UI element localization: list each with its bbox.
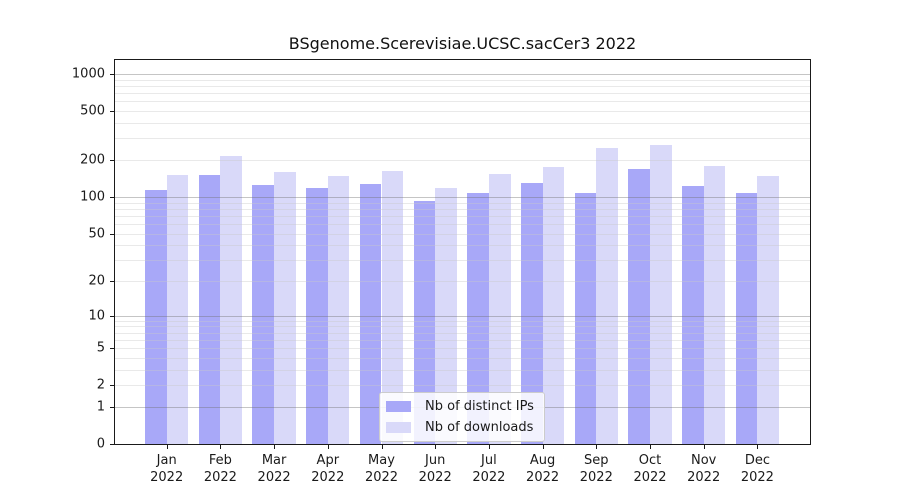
bar-distinct-ips [413, 200, 436, 444]
y-axis-tick [110, 196, 114, 198]
x-axis-tick [488, 445, 490, 449]
y-axis-tick [110, 406, 114, 408]
x-tick-label: Jul 2022 [472, 453, 506, 485]
y-axis-tick [110, 160, 114, 161]
minor-gridline [115, 101, 810, 103]
bar-downloads [542, 166, 565, 444]
x-axis-tick [596, 445, 598, 449]
x-axis-tick [166, 445, 168, 449]
x-axis-tick [220, 445, 222, 449]
bar-downloads [327, 176, 350, 444]
y-tick-label: 100 [80, 189, 105, 205]
y-axis-tick [110, 111, 114, 113]
bar-downloads [274, 171, 296, 444]
x-axis-tick [435, 445, 437, 449]
x-tick-label: Dec 2022 [740, 453, 774, 485]
legend-row-downloads: Nb of downloads [386, 419, 534, 436]
y-tick-label: 5 [96, 340, 105, 356]
minor-gridline [115, 93, 810, 95]
bar-distinct-ips [359, 184, 382, 444]
plot-area: Nb of distinct IPs Nb of downloads 0 1 2 5 1… [72, 59, 811, 485]
bar-downloads [166, 175, 189, 444]
bar-distinct-ips [574, 193, 597, 444]
y-tick-label: 2 [96, 377, 105, 393]
minor-gridline [115, 138, 810, 140]
y-axis-tick [110, 74, 114, 75]
y-axis-tick [110, 315, 114, 317]
legend: Nb of distinct IPs Nb of downloads [379, 392, 545, 442]
minor-gridline [115, 111, 810, 113]
x-tick-label: Apr 2022 [311, 453, 345, 485]
bar-distinct-ips [682, 185, 704, 444]
y-tick-label: 50 [88, 226, 105, 241]
bar-downloads [488, 173, 511, 444]
y-tick-label: 500 [80, 103, 105, 119]
legend-label-downloads: Nb of downloads [425, 420, 534, 435]
y-tick-label: 200 [80, 152, 105, 168]
bar-downloads [757, 176, 780, 444]
bar-distinct-ips [306, 187, 328, 444]
bar-downloads [220, 155, 243, 444]
x-axis-tick [327, 445, 329, 449]
bar-distinct-ips [520, 183, 543, 444]
bar-downloads [381, 170, 404, 444]
x-tick-label: Feb 2022 [203, 453, 237, 485]
bar-distinct-ips [628, 169, 650, 444]
y-axis-tick [110, 348, 114, 350]
x-axis-tick [757, 445, 759, 449]
minor-gridline [115, 86, 810, 87]
major-gridline [115, 74, 810, 75]
x-axis-tick [381, 445, 383, 449]
minor-gridline [115, 160, 810, 161]
bar-distinct-ips [252, 185, 275, 444]
y-tick-label: 20 [88, 273, 105, 289]
bar-downloads [435, 188, 457, 444]
bar-downloads [596, 148, 618, 444]
x-axis-tick [650, 445, 651, 449]
x-tick-label: May 2022 [364, 453, 399, 485]
legend-swatch-downloads-icon [386, 422, 411, 433]
legend-row-distinct-ips: Nb of distinct IPs [386, 398, 534, 415]
y-tick-label: 0 [96, 436, 105, 452]
bar-distinct-ips [735, 192, 758, 444]
minor-gridline [115, 79, 810, 81]
y-axis-tick [110, 385, 114, 387]
bar-distinct-ips [198, 175, 221, 444]
y-axis-tick [110, 233, 114, 235]
x-axis-tick [542, 445, 544, 449]
y-tick-label: 1000 [71, 66, 105, 82]
bar-downloads [703, 165, 726, 444]
bar-distinct-ips [145, 189, 167, 444]
x-tick-label: Jan 2022 [150, 453, 184, 485]
legend-swatch-ips-icon [386, 401, 411, 412]
minor-gridline [115, 123, 810, 124]
x-tick-label: Jun 2022 [418, 453, 452, 485]
y-tick-label: 1 [96, 399, 105, 415]
x-tick-label: Oct 2022 [633, 453, 667, 485]
y-axis-tick [110, 444, 114, 445]
bar-distinct-ips [467, 192, 489, 444]
x-axis-tick [703, 445, 705, 449]
x-tick-label: Aug 2022 [526, 453, 560, 485]
x-tick-label: Mar 2022 [257, 453, 291, 485]
x-tick-label: Nov 2022 [687, 453, 721, 485]
legend-label-distinct-ips: Nb of distinct IPs [425, 399, 534, 414]
y-axis-tick [110, 281, 114, 282]
y-tick-label: 10 [88, 308, 105, 324]
x-tick-label: Sep 2022 [579, 453, 613, 485]
x-axis-tick [274, 445, 276, 449]
bar-downloads [650, 144, 672, 444]
chart-title: BSgenome.Scerevisiae.UCSC.sacCer3 2022 [288, 34, 637, 53]
